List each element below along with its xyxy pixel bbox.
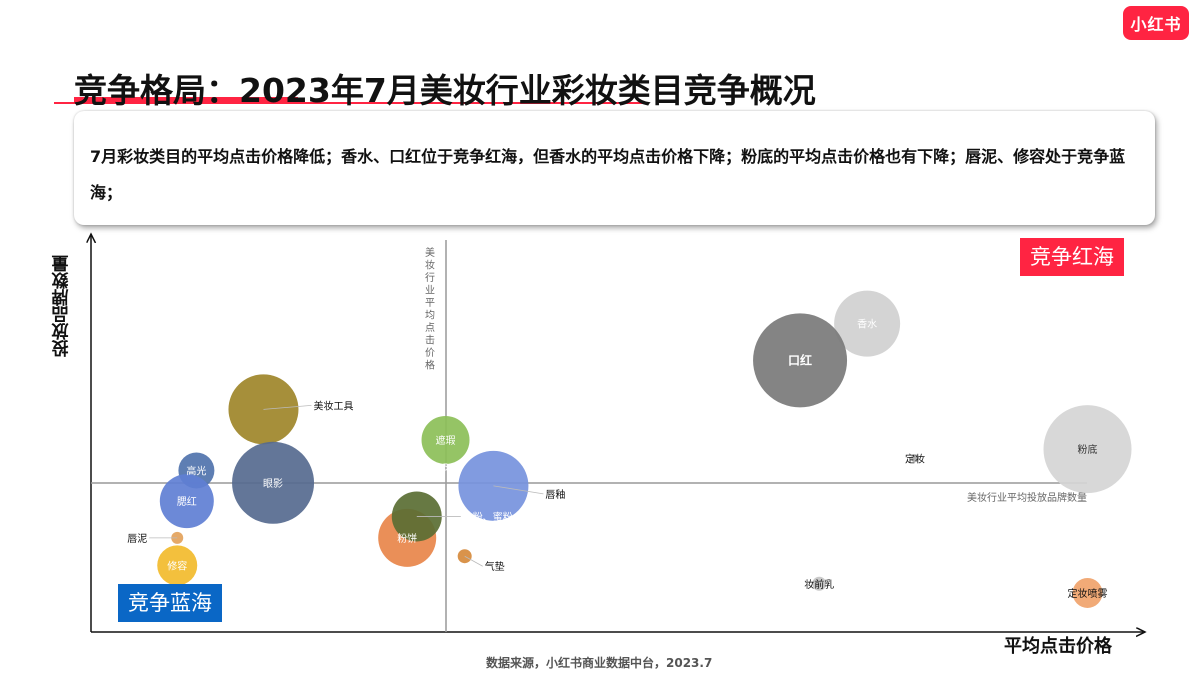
bubble-7: [232, 441, 315, 524]
avg-price-ref-label-char: 价: [425, 347, 435, 359]
bubble-label: 眼影: [263, 478, 283, 490]
bubble-4: [812, 576, 827, 591]
bubble-5: [1072, 577, 1103, 608]
bubble-3: [911, 454, 920, 463]
bubble-label: 妆前乳: [804, 578, 834, 591]
bubble-0: [834, 290, 901, 357]
data-source: 数据来源，小红书商业数据中台，2023.7: [486, 656, 713, 670]
bubble-label: 粉底: [1078, 443, 1098, 456]
title-underline-accent: [74, 97, 298, 103]
summary-box: 7月彩妆类目的平均点击价格降低；香水、口红位于竞争红海，但香水的平均点击价格下降…: [74, 111, 1155, 225]
bubble-label: 修容: [167, 559, 187, 572]
bubble-label: 气垫: [485, 560, 505, 573]
bubble-label: 定妆喷雾: [1068, 587, 1108, 600]
bubble-label: 美妆工具: [313, 399, 353, 412]
title-underline: [54, 102, 646, 104]
avg-price-ref-label-char: 业: [425, 285, 435, 297]
leader-line: [493, 485, 544, 495]
leader-line: [263, 404, 312, 410]
annotation-150: 150: [436, 463, 455, 474]
y-axis-title: 投放品牌数量: [52, 255, 73, 357]
bubble-1: [753, 313, 848, 408]
bubble-label: 遮瑕: [436, 434, 456, 447]
xiaohongshu-logo: 小红书: [1123, 6, 1189, 40]
avg-price-ref-label-char: 均: [425, 310, 435, 322]
avg-brands-ref-label: 美妆行业平均投放品牌数量: [967, 491, 1087, 504]
avg-price-ref-label-char: 妆: [425, 259, 435, 272]
blue-ocean-badge: 竞争蓝海: [118, 584, 222, 622]
avg-price-ref-label-char: 点: [425, 322, 435, 334]
bubble-label: 口红: [788, 352, 812, 367]
bubble-2: [1043, 405, 1132, 494]
bubble-label: 唇泥: [127, 532, 147, 545]
bubble-label: 香水: [857, 319, 877, 331]
bubble-label: 散粉、蜜粉: [463, 510, 513, 523]
bubble-label: 高光: [186, 465, 206, 478]
bubble-label: 定妆: [905, 452, 925, 465]
page-title: 竞争格局：2023年7月美妆行业彩妆类目竞争概况: [74, 71, 816, 110]
leader-line: [464, 555, 483, 567]
bubble-9: [159, 474, 214, 529]
avg-price-ref-label-char: 平: [425, 298, 435, 309]
bubble-11: [157, 545, 198, 586]
avg-price-ref-label-char: 行: [425, 271, 435, 284]
bubble-label: 唇釉: [545, 488, 565, 501]
summary-text: 7月彩妆类目的平均点击价格降低；香水、口红位于竞争红海，但香水的平均点击价格下降…: [90, 147, 1126, 202]
bubble-label: 粉饼: [397, 532, 417, 545]
avg-price-ref-label-char: 格: [425, 359, 435, 372]
bubble-12: [421, 415, 470, 464]
x-axis-title: 平均点击价格: [1004, 636, 1112, 657]
red-ocean-badge: 竞争红海: [1020, 238, 1124, 276]
avg-price-ref-label-char: 美: [425, 246, 435, 259]
avg-price-ref-label-char: 击: [425, 335, 435, 347]
bubble-label: 腮红: [177, 495, 197, 508]
